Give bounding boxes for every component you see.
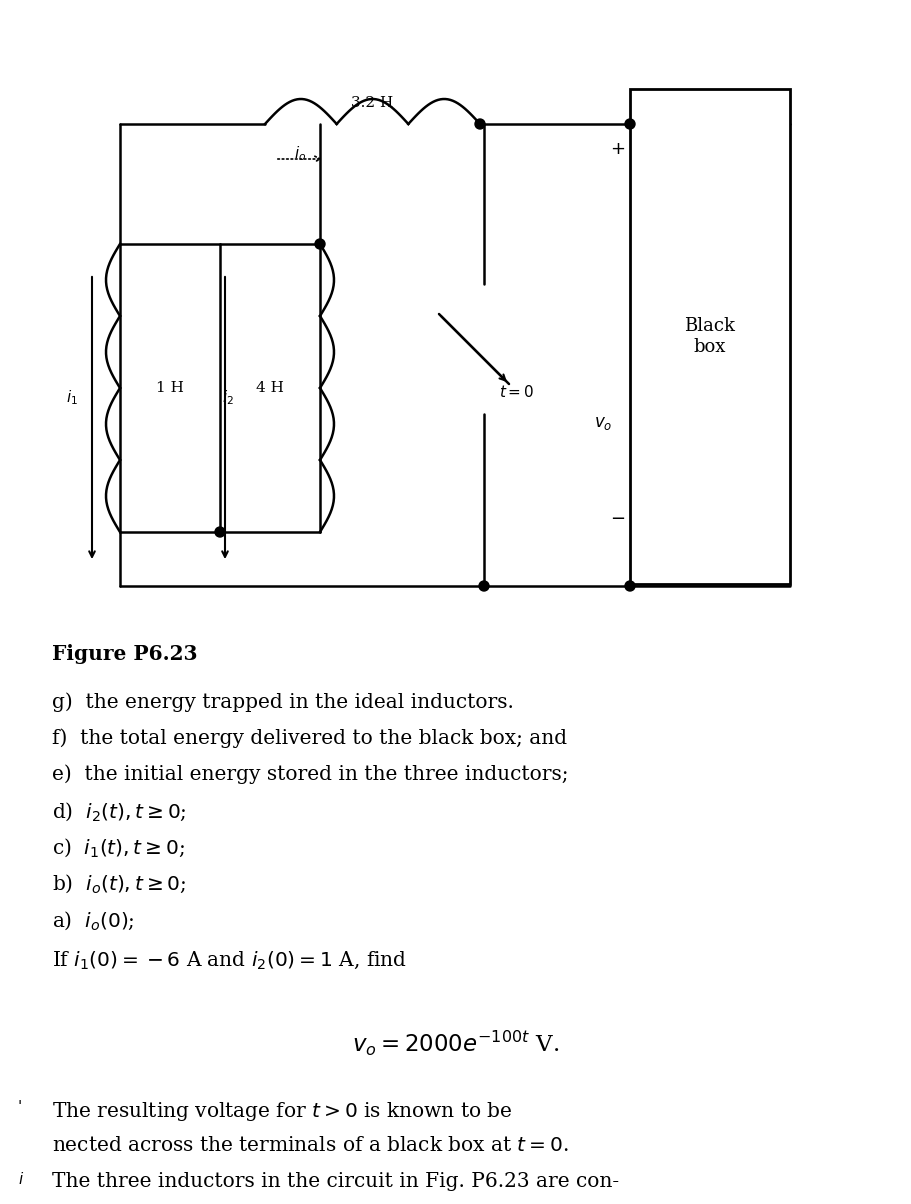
Text: c)  $i_1(t), t \geq 0$;: c) $i_1(t), t \geq 0$; bbox=[52, 836, 185, 858]
Text: $v_o = 2000e^{-100t}$ V.: $v_o = 2000e^{-100t}$ V. bbox=[352, 1029, 559, 1058]
Text: $t = 0$: $t = 0$ bbox=[498, 384, 534, 400]
Text: d)  $i_2(t), t \geq 0$;: d) $i_2(t), t \geq 0$; bbox=[52, 799, 187, 822]
Text: ': ' bbox=[18, 1100, 22, 1115]
Text: $i_o$: $i_o$ bbox=[293, 144, 306, 163]
Text: $i_2$: $i_2$ bbox=[221, 389, 233, 407]
Text: If $i_1(0) = -6$ A and $i_2(0) = 1$ A, find: If $i_1(0) = -6$ A and $i_2(0) = 1$ A, f… bbox=[52, 949, 406, 970]
Text: Figure P6.23: Figure P6.23 bbox=[52, 644, 198, 663]
Text: $v_o$: $v_o$ bbox=[593, 415, 611, 432]
Text: Black
box: Black box bbox=[684, 317, 734, 356]
Text: $i_1$: $i_1$ bbox=[66, 389, 78, 407]
Circle shape bbox=[314, 240, 324, 249]
Text: 3.2 H: 3.2 H bbox=[351, 96, 394, 110]
Text: i: i bbox=[18, 1171, 22, 1187]
Text: e)  the initial energy stored in the three inductors;: e) the initial energy stored in the thre… bbox=[52, 765, 568, 784]
Circle shape bbox=[475, 119, 485, 129]
Circle shape bbox=[624, 582, 634, 591]
Circle shape bbox=[478, 582, 488, 591]
Bar bbox=[630, 89, 789, 584]
Text: The three inductors in the circuit in Fig. P6.23 are con-: The three inductors in the circuit in Fi… bbox=[52, 1171, 619, 1191]
Text: The resulting voltage for $t > 0$ is known to be: The resulting voltage for $t > 0$ is kno… bbox=[52, 1100, 512, 1123]
Text: nected across the terminals of a black box at $t = 0$.: nected across the terminals of a black b… bbox=[52, 1137, 568, 1155]
Text: g)  the energy trapped in the ideal inductors.: g) the energy trapped in the ideal induc… bbox=[52, 692, 513, 712]
Text: 4 H: 4 H bbox=[256, 380, 283, 395]
Text: a)  $i_o(0)$;: a) $i_o(0)$; bbox=[52, 909, 135, 932]
Text: b)  $i_o(t), t \geq 0$;: b) $i_o(t), t \geq 0$; bbox=[52, 872, 186, 895]
Text: −: − bbox=[609, 510, 625, 529]
Text: 1 H: 1 H bbox=[156, 380, 184, 395]
Text: +: + bbox=[609, 140, 625, 158]
Circle shape bbox=[215, 527, 225, 537]
Circle shape bbox=[624, 119, 634, 129]
Text: f)  the total energy delivered to the black box; and: f) the total energy delivered to the bla… bbox=[52, 728, 567, 748]
